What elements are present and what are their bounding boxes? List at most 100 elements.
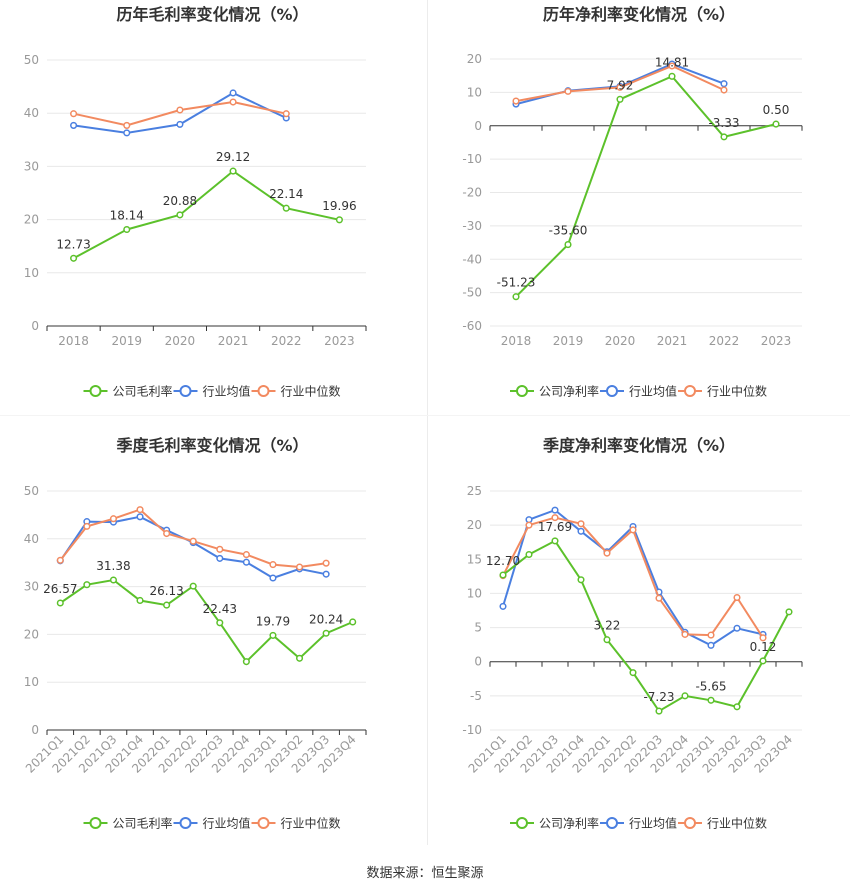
data-point bbox=[269, 574, 277, 582]
data-point bbox=[616, 95, 624, 103]
y-tick-label: -40 bbox=[462, 252, 482, 266]
data-point bbox=[629, 526, 637, 534]
panel-divider-vertical bbox=[427, 0, 428, 845]
panel-divider-horizontal bbox=[0, 415, 850, 416]
data-point bbox=[136, 596, 144, 605]
series-line bbox=[502, 516, 764, 639]
data-point bbox=[216, 554, 224, 562]
x-tick-label: 2022 bbox=[709, 334, 740, 348]
data-point bbox=[216, 545, 224, 553]
legend-label: 行业中位数 bbox=[707, 816, 767, 831]
data-point bbox=[759, 657, 767, 665]
data-point bbox=[720, 86, 728, 94]
y-tick-label: 50 bbox=[24, 484, 39, 498]
y-tick-label: 10 bbox=[24, 266, 39, 280]
data-point bbox=[759, 634, 767, 642]
data-point bbox=[733, 593, 741, 602]
data-point bbox=[109, 576, 118, 584]
data-point bbox=[577, 520, 585, 528]
legend-item: 行业均值 bbox=[173, 816, 251, 831]
data-label: 7.92 bbox=[607, 78, 634, 92]
data-point bbox=[616, 83, 624, 91]
data-point bbox=[512, 97, 520, 105]
legend-label: 公司毛利率 bbox=[113, 384, 173, 399]
y-tick-label: 10 bbox=[467, 85, 482, 99]
data-point bbox=[785, 608, 793, 616]
data-point bbox=[720, 133, 728, 141]
data-point bbox=[577, 527, 585, 535]
data-point bbox=[229, 98, 237, 106]
data-label: 0.50 bbox=[763, 103, 790, 117]
data-point bbox=[123, 225, 131, 234]
legend-label: 行业中位数 bbox=[281, 816, 341, 831]
legend-marker bbox=[516, 817, 528, 829]
chart-title: 季度毛利率变化情况（%） bbox=[115, 436, 308, 455]
data-label: 31.38 bbox=[96, 559, 130, 573]
legend-marker bbox=[257, 385, 270, 397]
annual-net-margin-chart: 历年净利率变化情况（%） -60 -50 -40 -30 -20 -10 0 10 20 2018 2… bbox=[462, 5, 803, 399]
data-point bbox=[525, 521, 533, 529]
data-label: 3.22 bbox=[594, 619, 621, 633]
data-point bbox=[668, 72, 676, 80]
legend-label: 行业均值 bbox=[203, 816, 251, 831]
x-tick-label: 2023 bbox=[324, 334, 355, 348]
data-point bbox=[242, 551, 250, 559]
y-tick-label: 10 bbox=[467, 586, 482, 600]
data-label: -51.23 bbox=[497, 276, 536, 290]
legend-marker bbox=[684, 385, 696, 397]
data-point bbox=[176, 106, 184, 114]
x-tick-label: 2018 bbox=[58, 334, 89, 348]
legend-item: 行业均值 bbox=[600, 816, 677, 831]
data-point bbox=[603, 636, 611, 644]
data-label: -7.23 bbox=[643, 690, 674, 704]
data-point bbox=[282, 204, 290, 212]
data-point bbox=[525, 550, 533, 559]
data-label: -5.65 bbox=[695, 679, 726, 693]
legend-item: 行业中位数 bbox=[678, 384, 767, 399]
y-tick-label: 10 bbox=[24, 675, 39, 689]
data-label: 18.14 bbox=[110, 208, 144, 222]
legend-item: 公司净利率 bbox=[510, 816, 599, 831]
data-point bbox=[707, 696, 715, 704]
x-tick-label: 2021 bbox=[657, 334, 688, 348]
data-point bbox=[322, 570, 330, 578]
y-tick-label: 0 bbox=[31, 723, 39, 737]
y-tick-label: -5 bbox=[470, 689, 482, 703]
legend-label: 行业均值 bbox=[203, 384, 251, 399]
chart-title: 历年毛利率变化情况（%） bbox=[116, 5, 308, 24]
legend-label: 公司净利率 bbox=[539, 816, 599, 831]
legend-item: 行业中位数 bbox=[678, 816, 767, 831]
legend-label: 公司毛利率 bbox=[113, 816, 173, 831]
x-tick-label: 2018 bbox=[501, 334, 532, 348]
data-point bbox=[163, 601, 171, 609]
legend-item: 行业中位数 bbox=[251, 384, 341, 399]
data-point bbox=[109, 515, 118, 523]
data-point bbox=[282, 110, 290, 118]
data-point bbox=[123, 121, 131, 129]
x-tick-label: 2022 bbox=[271, 334, 302, 348]
data-point bbox=[56, 556, 64, 564]
data-point bbox=[499, 602, 507, 610]
data-point bbox=[564, 87, 572, 95]
data-point bbox=[655, 707, 663, 715]
data-point bbox=[499, 571, 507, 579]
y-tick-label: 20 bbox=[24, 213, 39, 227]
data-point bbox=[136, 513, 144, 521]
y-tick-label: -50 bbox=[462, 286, 482, 300]
data-point bbox=[136, 506, 144, 514]
data-point bbox=[681, 630, 689, 638]
data-label: 0.12 bbox=[750, 640, 777, 654]
data-point bbox=[629, 669, 637, 677]
legend-label: 行业中位数 bbox=[707, 384, 767, 399]
data-label: 17.69 bbox=[538, 520, 572, 534]
quarterly-net-margin-chart: 季度净利率变化情况（%）-10-505101520252021Q12021Q22… bbox=[462, 436, 803, 831]
series-line bbox=[502, 539, 790, 713]
data-point bbox=[603, 549, 611, 557]
data-point bbox=[335, 216, 343, 224]
chart-title: 历年净利率变化情况（%） bbox=[543, 5, 735, 24]
data-point bbox=[733, 624, 741, 632]
data-point bbox=[70, 254, 78, 262]
data-point bbox=[295, 563, 304, 571]
y-tick-label: -10 bbox=[462, 152, 482, 166]
data-point bbox=[229, 167, 237, 175]
